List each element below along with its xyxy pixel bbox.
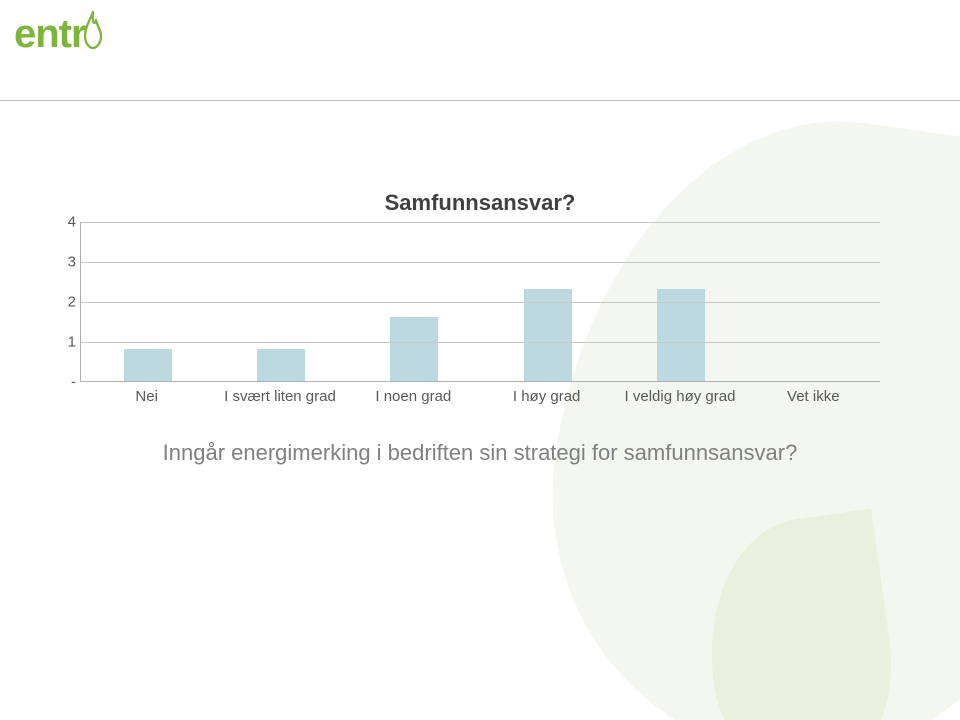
gridline (81, 262, 880, 263)
bar-slot (348, 221, 481, 381)
y-axis: -1234 (56, 222, 76, 382)
flame-icon (82, 10, 104, 50)
y-tick-label: 2 (56, 294, 76, 311)
bar (257, 349, 305, 381)
chart-container: Samfunnsansvar? -1234 NeiI svært liten g… (80, 190, 880, 405)
bar-slot (81, 221, 214, 381)
x-tick-label: I veldig høy grad (613, 388, 746, 405)
bar-slot (748, 221, 881, 381)
bars-group (81, 221, 881, 381)
logo: entr (14, 10, 104, 54)
plot-area (80, 222, 880, 382)
y-tick-label: 4 (56, 214, 76, 231)
chart-title: Samfunnsansvar? (80, 190, 880, 216)
bar (390, 317, 438, 381)
x-tick-label: I svært liten grad (213, 388, 346, 405)
x-axis-labels: NeiI svært liten gradI noen gradI høy gr… (80, 388, 880, 405)
bar-slot (481, 221, 614, 381)
y-tick-label: 3 (56, 254, 76, 271)
bar (124, 349, 172, 381)
gridline (81, 302, 880, 303)
chart-plot-wrap: -1234 (80, 222, 880, 382)
gridline (81, 222, 880, 223)
x-tick-label: I høy grad (480, 388, 613, 405)
y-tick-label: - (56, 374, 76, 391)
subtitle: Inngår energimerking i bedriften sin str… (0, 440, 960, 466)
x-tick-label: I noen grad (347, 388, 480, 405)
bar-slot (214, 221, 347, 381)
header-divider (0, 100, 960, 101)
x-tick-label: Nei (80, 388, 213, 405)
logo-text: entr (14, 14, 86, 54)
gridline (81, 342, 880, 343)
bar-slot (614, 221, 747, 381)
x-tick-label: Vet ikke (747, 388, 880, 405)
y-tick-label: 1 (56, 334, 76, 351)
